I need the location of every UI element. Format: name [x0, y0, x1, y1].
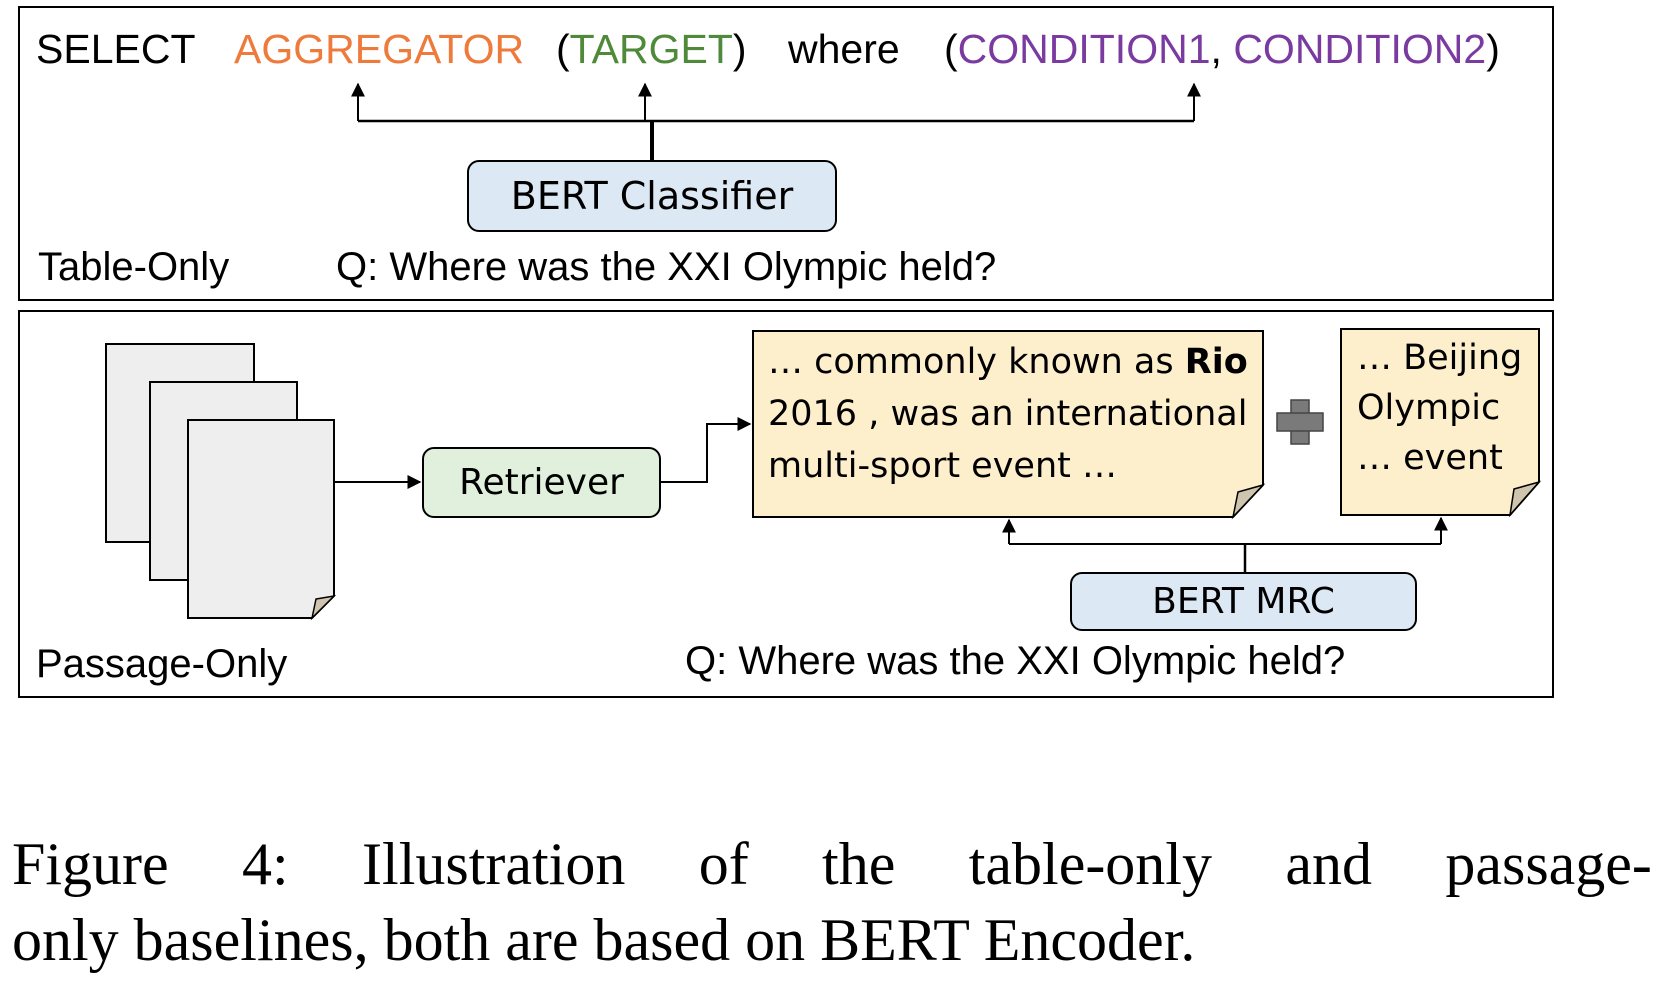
caption-line-1: Figure 4: Illustration of the table-only…: [12, 831, 1652, 897]
target-slot: (TARGET): [556, 27, 747, 71]
passage-1-line-1: … commonly known as Rio: [768, 342, 1248, 382]
where-keyword: where: [788, 26, 900, 72]
passage-1-text: … commonly known as Rio 2016 , was an in…: [768, 336, 1248, 492]
bert-mrc-box: BERT MRC: [1070, 572, 1417, 631]
condition2-text: CONDITION2: [1233, 26, 1487, 72]
condition1-text: CONDITION1: [957, 26, 1211, 72]
passage-note-1: [752, 330, 1266, 520]
aggregator-slot: AGGREGATOR: [234, 26, 525, 72]
target-text: TARGET: [569, 26, 733, 72]
target-close-paren: ): [732, 26, 747, 72]
condition-slot: (CONDITION1, CONDITION2): [944, 27, 1500, 71]
passage-1-line-3: multi-sport event …: [768, 446, 1117, 486]
classifier-arrows: [351, 82, 1201, 160]
passage-note-2: [1340, 328, 1542, 518]
select-keyword: SELECT: [36, 26, 196, 72]
target-open-paren: (: [556, 26, 570, 72]
plus-icon: [1276, 399, 1324, 445]
passage-only-label: Passage-Only: [36, 642, 288, 686]
passage-2-line-1: … Beijing: [1357, 338, 1523, 378]
passage-diagram-graphics: [105, 328, 1542, 621]
passage-2-line-3: … event: [1357, 438, 1503, 478]
document-stack-icon: [105, 343, 337, 621]
passage-2-line-2: Olympic: [1357, 388, 1501, 428]
sql-template: SELECT: [36, 27, 196, 71]
answer-highlight: Rio: [1184, 342, 1248, 382]
passage-2-text: … Beijing Olympic … event: [1357, 333, 1522, 483]
passage-only-question: Q: Where was the XXI Olympic held?: [685, 639, 1346, 683]
bert-classifier-box: BERT Classifier: [467, 160, 837, 232]
caption-line-2: only baselines, both are based on BERT E…: [12, 907, 1196, 973]
table-only-question: Q: Where was the XXI Olympic held?: [336, 245, 997, 289]
table-only-panel: [18, 6, 1554, 301]
retriever-box: Retriever: [422, 447, 661, 518]
passage-1-line-2: 2016 , was an international: [768, 394, 1248, 434]
condition-comma: ,: [1210, 26, 1222, 72]
figure-caption: Figure 4: Illustration of the table-only…: [12, 826, 1652, 978]
condition-open-paren: (: [944, 26, 958, 72]
condition-close-paren: ): [1486, 26, 1500, 72]
table-only-label: Table-Only: [38, 245, 230, 289]
